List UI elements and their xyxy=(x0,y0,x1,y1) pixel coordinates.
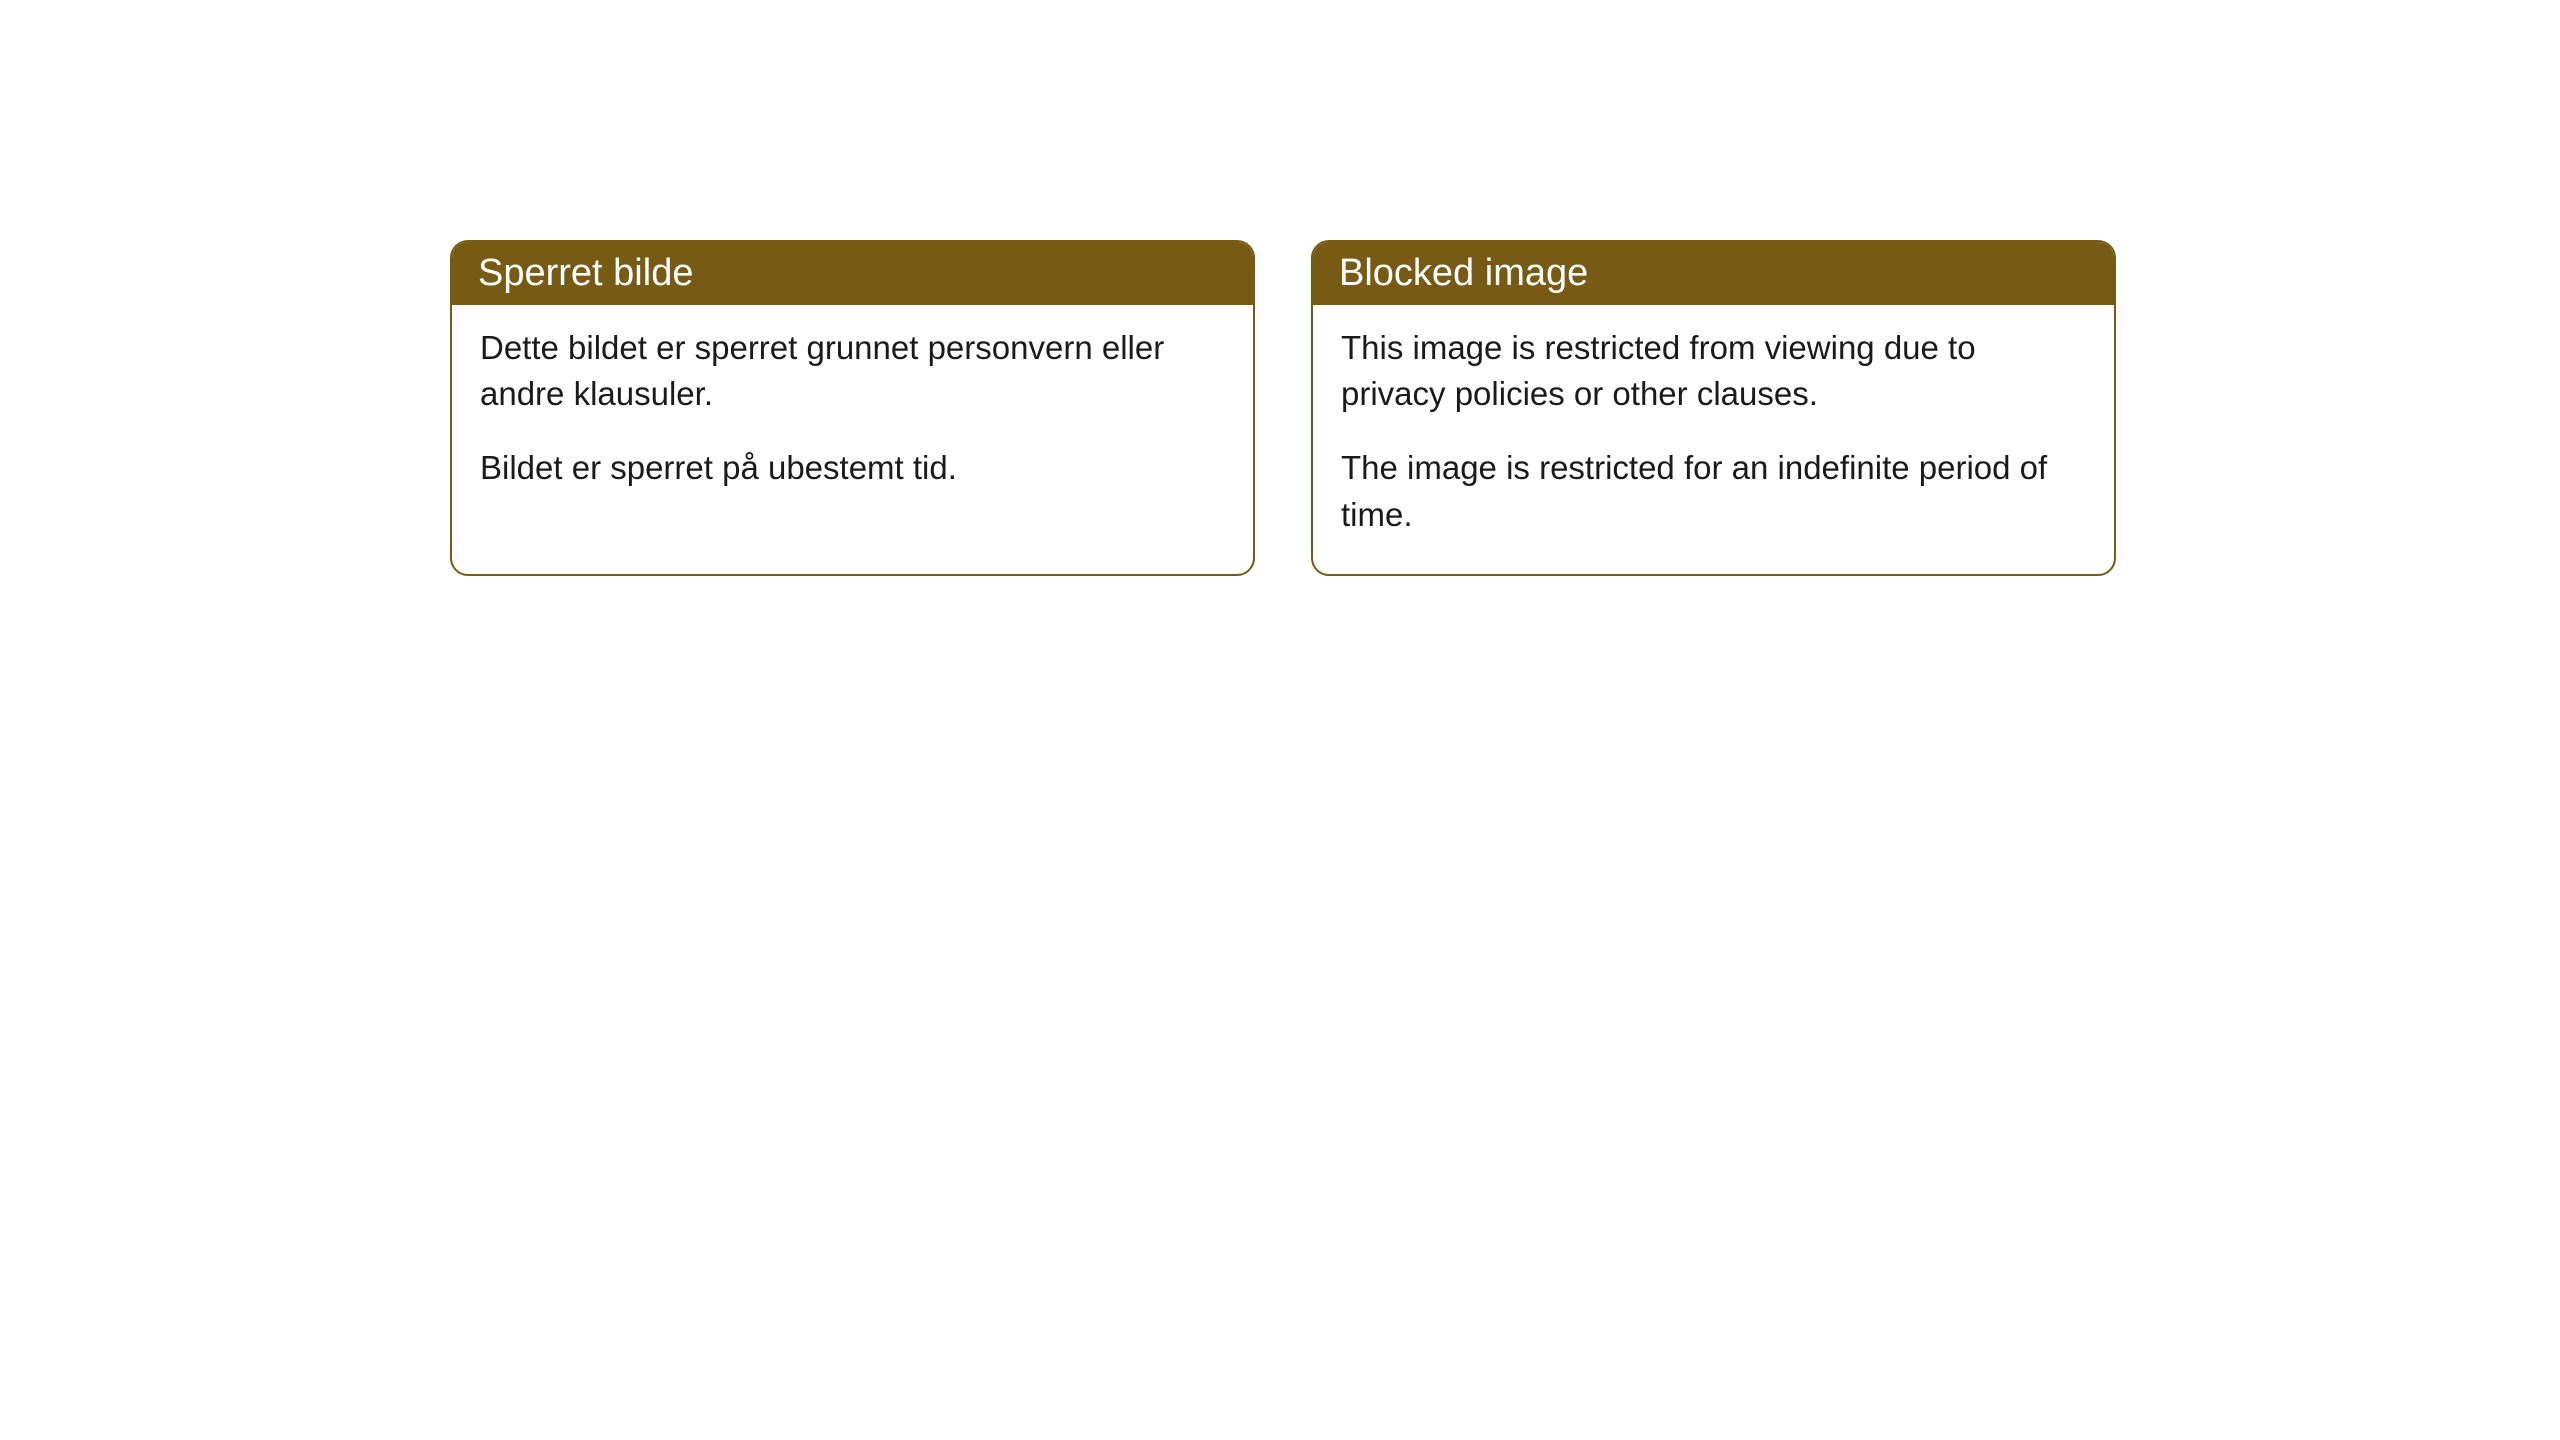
notice-text-line2: Bildet er sperret på ubestemt tid. xyxy=(480,445,1225,491)
notice-header-norwegian: Sperret bilde xyxy=(452,242,1253,305)
notice-body-norwegian: Dette bildet er sperret grunnet personve… xyxy=(452,305,1253,528)
notice-card-english: Blocked image This image is restricted f… xyxy=(1311,240,2116,576)
notice-text-line1: This image is restricted from viewing du… xyxy=(1341,325,2086,417)
notice-text-line2: The image is restricted for an indefinit… xyxy=(1341,445,2086,537)
notice-container: Sperret bilde Dette bildet er sperret gr… xyxy=(0,0,2560,576)
notice-card-norwegian: Sperret bilde Dette bildet er sperret gr… xyxy=(450,240,1255,576)
notice-text-line1: Dette bildet er sperret grunnet personve… xyxy=(480,325,1225,417)
notice-header-english: Blocked image xyxy=(1313,242,2114,305)
notice-body-english: This image is restricted from viewing du… xyxy=(1313,305,2114,574)
